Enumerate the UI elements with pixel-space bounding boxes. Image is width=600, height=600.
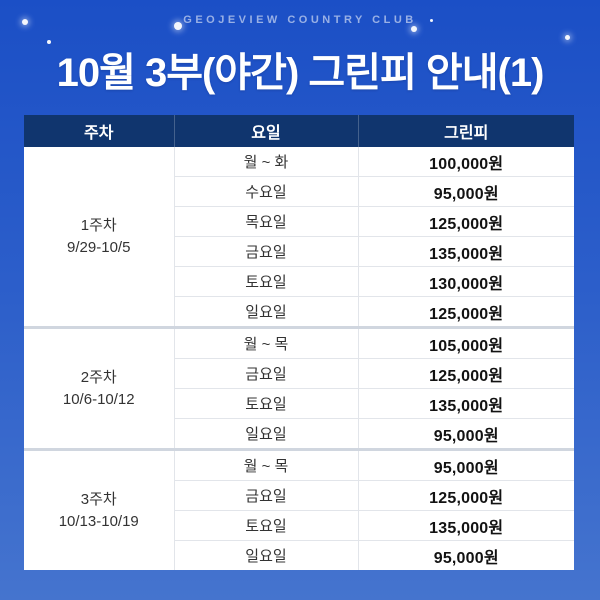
week-cell: 2주차 10/6-10/12	[24, 326, 174, 450]
day-cell: 금요일	[173, 358, 358, 389]
fee-cell: 105,000원	[357, 326, 574, 359]
fee-cell: 125,000원	[357, 206, 574, 237]
day-cell: 월 ~ 목	[173, 448, 358, 481]
day-cell: 수요일	[173, 176, 358, 207]
table-row: 일요일 125,000원	[24, 296, 574, 328]
star-icon	[47, 40, 51, 44]
table-row: 수요일 95,000원	[24, 176, 574, 207]
fee-table-body: 1주차 9/29-10/5 월 ~ 화 100,000원 수요일 95,000원 목요일 12…	[24, 147, 574, 570]
fee-cell: 95,000원	[357, 448, 574, 481]
star-icon	[565, 35, 570, 40]
day-cell: 일요일	[173, 418, 358, 450]
star-icon	[174, 22, 182, 30]
fee-cell: 95,000원	[357, 176, 574, 207]
fee-cell: 135,000원	[357, 388, 574, 419]
day-cell: 월 ~ 화	[173, 147, 358, 177]
day-cell: 토요일	[173, 266, 358, 297]
day-cell: 월 ~ 목	[173, 326, 358, 359]
table-row: 금요일 125,000원	[24, 358, 574, 389]
page-title: 10월 3부(야간) 그린피 안내(1)	[56, 51, 545, 95]
fee-cell: 130,000원	[357, 266, 574, 297]
week-label: 1주차	[80, 216, 117, 234]
star-icon	[22, 19, 28, 25]
table-row: 금요일 135,000원	[24, 236, 574, 267]
table-header: 주차 요일 그린피	[24, 115, 574, 147]
green-fee-table: 주차 요일 그린피 1주차 9/29-10/5 월 ~ 화 100,000원 수요일 95…	[24, 115, 574, 570]
day-cell: 일요일	[173, 296, 358, 328]
week-label: 2주차	[80, 368, 117, 386]
col-header-day: 요일	[173, 115, 358, 147]
day-cell: 금요일	[173, 236, 358, 267]
day-cell: 목요일	[173, 206, 358, 237]
fee-cell: 135,000원	[357, 510, 574, 541]
week-date-range: 10/13-10/19	[58, 512, 139, 530]
fee-cell: 125,000원	[357, 358, 574, 389]
fee-cell: 125,000원	[357, 296, 574, 328]
table-row: 토요일 130,000원	[24, 266, 574, 297]
day-cell: 토요일	[173, 510, 358, 541]
fee-cell: 125,000원	[357, 480, 574, 511]
table-row: 일요일 95,000원	[24, 540, 574, 570]
table-row: 토요일 135,000원	[24, 510, 574, 541]
table-row: 토요일 135,000원	[24, 388, 574, 419]
col-header-fee: 그린피	[357, 115, 574, 147]
table-row: 일요일 95,000원	[24, 418, 574, 450]
table-row: 금요일 125,000원	[24, 480, 574, 511]
fee-cell: 95,000원	[357, 418, 574, 450]
fee-cell: 135,000원	[357, 236, 574, 267]
star-icon	[430, 19, 433, 22]
day-cell: 금요일	[173, 480, 358, 511]
fee-cell: 95,000원	[357, 540, 574, 570]
club-name: GEOJEVIEW COUNTRY CLUB	[183, 14, 417, 26]
day-cell: 토요일	[173, 388, 358, 419]
week-cell: 3주차 10/13-10/19	[24, 448, 174, 570]
week-cell: 1주차 9/29-10/5	[24, 147, 174, 328]
fee-cell: 100,000원	[357, 147, 574, 177]
day-cell: 일요일	[173, 540, 358, 570]
table-header-row: 주차 요일 그린피	[24, 115, 574, 147]
table-row: 목요일 125,000원	[24, 206, 574, 237]
week-label: 3주차	[80, 490, 117, 508]
table-row: 3주차 10/13-10/19 월 ~ 목 95,000원	[24, 448, 574, 570]
week-date-range: 9/29-10/5	[67, 238, 131, 256]
table-row: 1주차 9/29-10/5 월 ~ 화 100,000원	[24, 147, 574, 328]
star-icon	[411, 26, 417, 32]
week-date-range: 10/6-10/12	[62, 390, 135, 408]
table-row: 2주차 10/6-10/12 월 ~ 목 105,000원	[24, 326, 574, 450]
col-header-week: 주차	[24, 115, 174, 147]
